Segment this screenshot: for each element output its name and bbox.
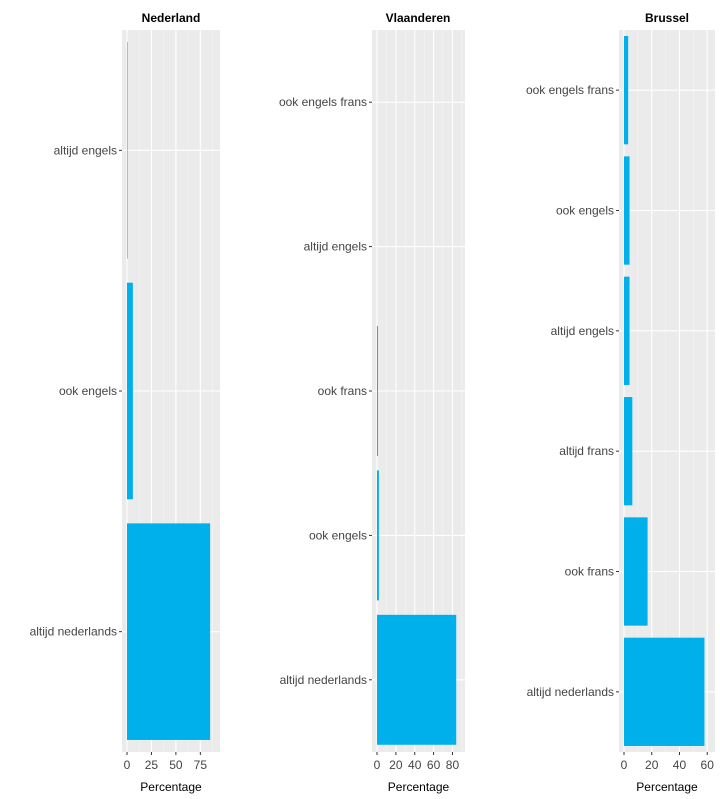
x-tick-label: 20 bbox=[645, 758, 659, 772]
panel-title: Brussel bbox=[645, 11, 689, 25]
category-label: ook engels bbox=[556, 204, 614, 218]
category-label: altijd frans bbox=[559, 444, 614, 458]
category-label: altijd engels bbox=[304, 240, 367, 254]
category-label: altijd engels bbox=[54, 143, 117, 157]
category-label: ook engels bbox=[59, 384, 117, 398]
category-label: ook engels frans bbox=[279, 95, 367, 109]
x-tick-label: 0 bbox=[124, 758, 131, 772]
category-label: ook engels frans bbox=[526, 83, 614, 97]
bar-altijd-nederlands bbox=[377, 614, 457, 745]
category-label: ook frans bbox=[565, 565, 614, 579]
bar-altijd-nederlands bbox=[624, 637, 705, 746]
x-tick-label: 40 bbox=[673, 758, 687, 772]
x-tick-label: 40 bbox=[408, 758, 422, 772]
category-label: altijd nederlands bbox=[30, 625, 117, 639]
x-tick-label: 60 bbox=[701, 758, 715, 772]
panel-title: Vlaanderen bbox=[386, 11, 451, 25]
x-tick-label: 60 bbox=[427, 758, 441, 772]
panel-1: altijd nederlands ook engels ook frans alti… bbox=[279, 11, 465, 794]
bar-ook-engels bbox=[377, 470, 379, 601]
bar-ook-engels bbox=[624, 156, 630, 265]
bar-ook-engels bbox=[127, 282, 133, 500]
panel-2: altijd nederlands ook frans altijd frans al… bbox=[526, 11, 715, 794]
x-axis-title: Percentage bbox=[636, 780, 698, 794]
x-axis-title: Percentage bbox=[388, 780, 450, 794]
panel-title: Nederland bbox=[142, 11, 201, 25]
x-tick-label: 20 bbox=[389, 758, 403, 772]
bar-ook-frans bbox=[377, 326, 378, 456]
x-axis-title: Percentage bbox=[140, 780, 202, 794]
category-label: altijd nederlands bbox=[527, 685, 614, 699]
category-label: altijd nederlands bbox=[280, 673, 367, 687]
category-label: altijd engels bbox=[551, 324, 614, 338]
x-tick-label: 75 bbox=[194, 758, 208, 772]
x-tick-label: 80 bbox=[446, 758, 460, 772]
bar-altijd-nederlands bbox=[127, 523, 211, 740]
panel-background bbox=[619, 30, 715, 752]
bar-ook-engels-frans bbox=[624, 36, 629, 145]
bar-ook-frans bbox=[624, 517, 648, 626]
bar-altijd-frans bbox=[624, 397, 633, 506]
category-label: ook engels bbox=[309, 528, 367, 542]
x-tick-label: 0 bbox=[374, 758, 381, 772]
panel-0: altijd nederlands ook engels altijd engels… bbox=[30, 11, 220, 794]
bar-altijd-engels bbox=[624, 276, 630, 385]
x-tick-label: 0 bbox=[621, 758, 628, 772]
x-tick-label: 25 bbox=[145, 758, 159, 772]
category-label: ook frans bbox=[318, 384, 367, 398]
x-tick-label: 50 bbox=[169, 758, 183, 772]
